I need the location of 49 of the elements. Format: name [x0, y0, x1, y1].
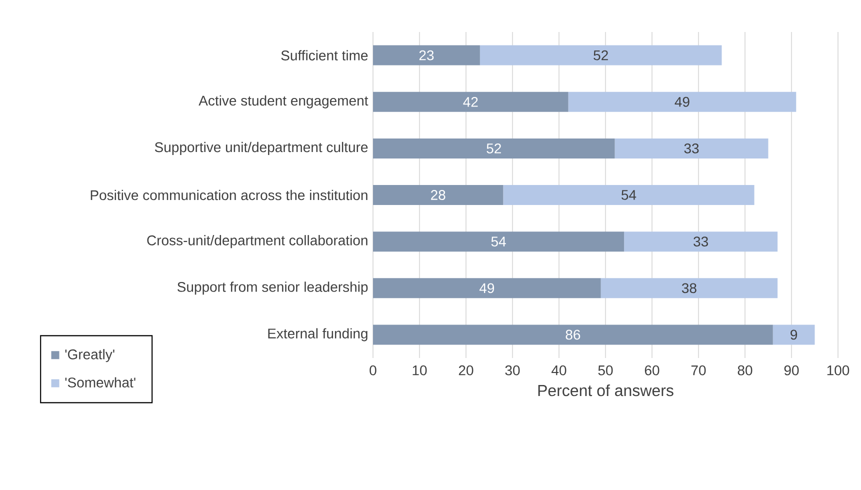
data-label: 23: [419, 50, 434, 60]
bar: [600, 278, 778, 298]
bar: [372, 278, 601, 298]
bar: [372, 324, 773, 345]
y-tick-label: Supportive unit/department culture: [154, 142, 368, 155]
x-tick-label: 70: [691, 365, 706, 376]
bar: [568, 92, 796, 112]
bar: [772, 324, 815, 345]
y-tick-label: External funding: [268, 328, 368, 342]
bar: [503, 185, 754, 206]
bar: [372, 138, 615, 158]
data-label: 49: [479, 283, 494, 294]
x-tick-label: 30: [505, 365, 520, 376]
x-tick-label: 20: [458, 365, 474, 376]
x-tick-label: 60: [644, 365, 660, 376]
data-label: 49: [674, 96, 690, 107]
y-tick-label: Sufficient time: [281, 50, 368, 60]
data-label: 38: [682, 283, 696, 294]
legend-label: 'Greatly': [65, 349, 114, 362]
data-label: 33: [694, 236, 708, 247]
data-label: 54: [491, 236, 506, 246]
x-tick-label: 40: [552, 365, 566, 376]
x-tick-label: 10: [412, 365, 427, 376]
data-label: 86: [566, 330, 580, 340]
x-tick-label: 90: [784, 365, 799, 376]
bar: [372, 232, 624, 252]
bar: [624, 232, 778, 252]
data-label: 54: [622, 190, 636, 200]
data-label: 28: [431, 190, 446, 200]
bar: [480, 45, 722, 66]
y-tick-label: Active student engagement: [198, 95, 368, 108]
bar: [614, 138, 768, 158]
x-tick-label: 0: [370, 365, 376, 376]
legend-label: 'Somewhat': [65, 377, 136, 388]
x-tick-label: 100: [827, 365, 850, 376]
y-tick-label: Support from senior leadership: [177, 282, 368, 295]
bar: [372, 45, 480, 66]
data-label: 52: [594, 50, 608, 60]
data-label: 33: [684, 143, 699, 154]
y-tick-label: Positive communication across the institution: [90, 190, 368, 200]
bar: [372, 92, 568, 112]
data-label: 42: [463, 96, 478, 107]
data-label: 9: [790, 330, 798, 340]
bar: [372, 185, 504, 206]
x-axis-title: Percent of answers: [538, 384, 674, 396]
x-tick-label: 80: [738, 365, 752, 376]
y-tick-label: Cross-unit/department collaboration: [147, 235, 368, 248]
data-label: 52: [486, 143, 501, 154]
x-tick-label: 50: [598, 365, 613, 376]
